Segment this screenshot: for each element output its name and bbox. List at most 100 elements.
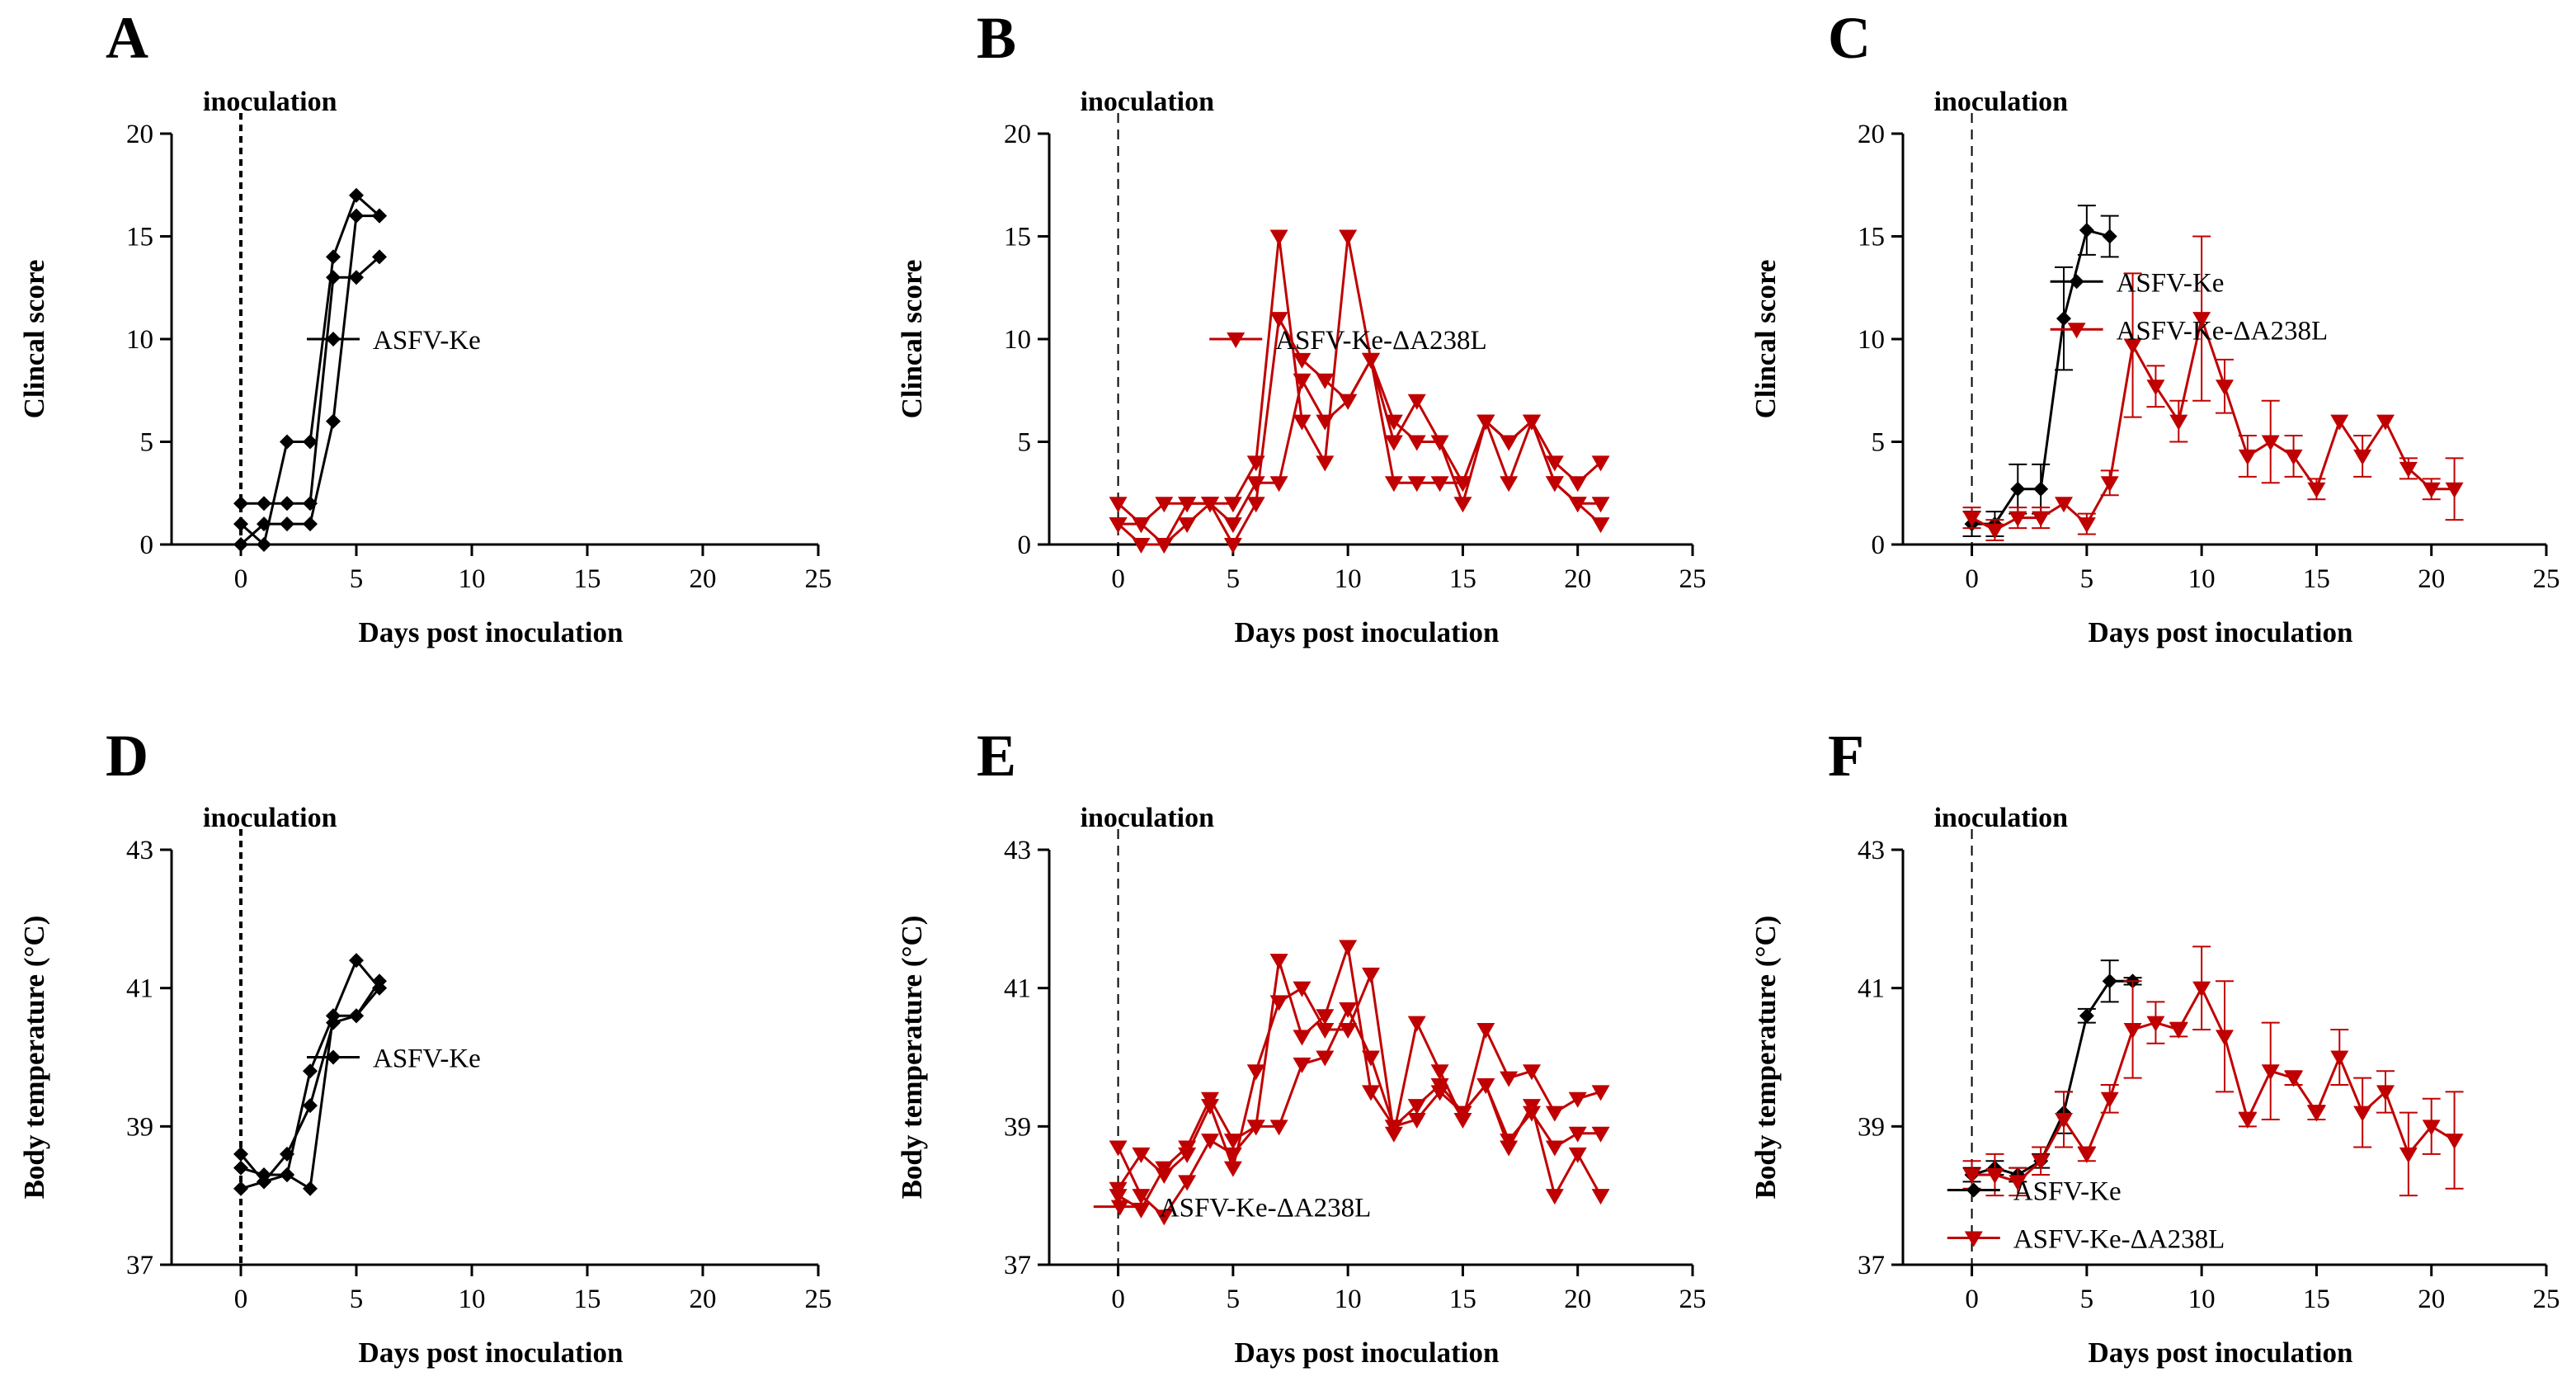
data-point — [1384, 435, 1403, 451]
data-point — [372, 980, 387, 996]
panel-letter: A — [106, 5, 148, 71]
x-axis-title: Days post inoculation — [359, 616, 624, 648]
y-tick-label: 39 — [1858, 1112, 1885, 1142]
data-point — [2353, 1106, 2372, 1122]
panel-letter: D — [106, 723, 148, 789]
data-point — [1545, 1106, 1564, 1122]
series-line — [1117, 1006, 1601, 1212]
legend-marker — [1964, 1231, 1983, 1247]
data-point — [1178, 497, 1197, 513]
x-tick-label: 20 — [1564, 1285, 1591, 1314]
inoculation-label: inoculation — [1081, 87, 1215, 117]
x-axis-title: Days post inoculation — [1235, 1336, 1500, 1369]
data-point — [2399, 461, 2418, 478]
y-tick-label: 39 — [126, 1112, 153, 1142]
data-point — [1339, 394, 1358, 410]
data-point — [2055, 497, 2073, 513]
panel-d: D 37 39 41 43 0 5 10 15 20 25 Days post inoculation… — [18, 723, 832, 1369]
x-tick-label: 10 — [459, 564, 486, 594]
data-point — [1568, 476, 1587, 493]
x-tick-label: 10 — [2188, 1285, 2216, 1314]
x-tick-label: 15 — [2303, 1285, 2330, 1314]
data-point — [2009, 511, 2027, 527]
y-tick-label: 43 — [1004, 836, 1031, 865]
x-axis-title: Days post inoculation — [359, 1336, 624, 1369]
data-point — [280, 516, 294, 532]
data-point — [1132, 1147, 1151, 1163]
data-point — [1132, 517, 1151, 534]
inoculation-label: inoculation — [1081, 803, 1215, 833]
data-point — [1407, 476, 1426, 493]
x-tick-label: 20 — [690, 1285, 717, 1314]
data-point — [1500, 1134, 1519, 1150]
data-point — [2445, 1134, 2464, 1150]
data-point — [2238, 1112, 2257, 1129]
data-point — [1453, 476, 1472, 493]
data-point — [1109, 1140, 1128, 1157]
data-point — [1109, 497, 1128, 513]
data-point — [1201, 497, 1219, 513]
y-tick-label: 41 — [1004, 974, 1031, 1004]
y-tick-label: 20 — [1004, 120, 1031, 149]
series-line — [241, 256, 380, 505]
data-point — [1476, 1022, 1495, 1039]
series-asfv-ke — [233, 208, 387, 552]
data-point — [326, 270, 341, 285]
data-point — [1407, 1112, 1426, 1129]
data-point — [1109, 517, 1128, 534]
y-tick-label: 37 — [1004, 1251, 1031, 1280]
x-tick-label: 25 — [1679, 1285, 1707, 1314]
data-point — [2100, 1091, 2119, 1108]
series-asfv-ke — [233, 980, 387, 1196]
data-point — [1523, 414, 1541, 431]
panel-letter: E — [977, 723, 1016, 789]
data-point — [1500, 476, 1519, 493]
data-point — [2102, 974, 2117, 989]
data-point — [1591, 455, 1610, 472]
x-axis-title: Days post inoculation — [2089, 1336, 2353, 1369]
y-tick-label: 39 — [1004, 1112, 1031, 1142]
legend-marker — [1227, 332, 1246, 348]
data-point — [2032, 1154, 2051, 1171]
data-point — [2353, 449, 2372, 465]
data-point — [1269, 995, 1288, 1011]
data-point — [1568, 497, 1587, 513]
data-point — [1362, 967, 1380, 983]
data-point — [1523, 1064, 1541, 1081]
data-point — [1246, 476, 1265, 493]
data-point — [1962, 511, 1981, 527]
legend-entry: ASFV-Ke-ΔA238L — [2050, 316, 2328, 346]
data-point — [1155, 1161, 1174, 1177]
data-point — [1178, 1140, 1197, 1157]
data-point — [233, 1181, 248, 1196]
x-tick-label: 15 — [1449, 1285, 1476, 1314]
data-point — [1339, 1002, 1358, 1018]
series-line — [1971, 979, 2133, 1176]
data-point — [372, 249, 387, 265]
legend-entry: ASFV-Ke — [1947, 1176, 2122, 1206]
data-point — [2261, 1064, 2280, 1081]
data-point — [2146, 1016, 2165, 1032]
legend-marker — [326, 1049, 341, 1065]
data-point — [2376, 414, 2395, 431]
legend-label: ASFV-Ke — [373, 326, 481, 356]
inoculation-label: inoculation — [1934, 803, 2069, 833]
data-point — [1293, 981, 1312, 997]
x-tick-label: 25 — [805, 1285, 832, 1314]
data-point — [349, 208, 364, 224]
data-point — [1339, 229, 1358, 246]
data-point — [280, 496, 294, 512]
series-line — [1117, 969, 1602, 1190]
x-tick-label: 10 — [1335, 1285, 1362, 1314]
x-tick-label: 5 — [2080, 1285, 2094, 1314]
x-axis-title: Days post inoculation — [1235, 616, 1500, 648]
legend-marker — [2069, 274, 2084, 290]
data-point — [1223, 497, 1242, 513]
data-point — [1362, 1050, 1380, 1067]
panel-letter: B — [977, 5, 1016, 71]
legend-label: ASFV-Ke — [2117, 268, 2225, 298]
data-point — [1132, 538, 1151, 554]
data-point — [2330, 1050, 2349, 1067]
data-point — [372, 208, 387, 224]
